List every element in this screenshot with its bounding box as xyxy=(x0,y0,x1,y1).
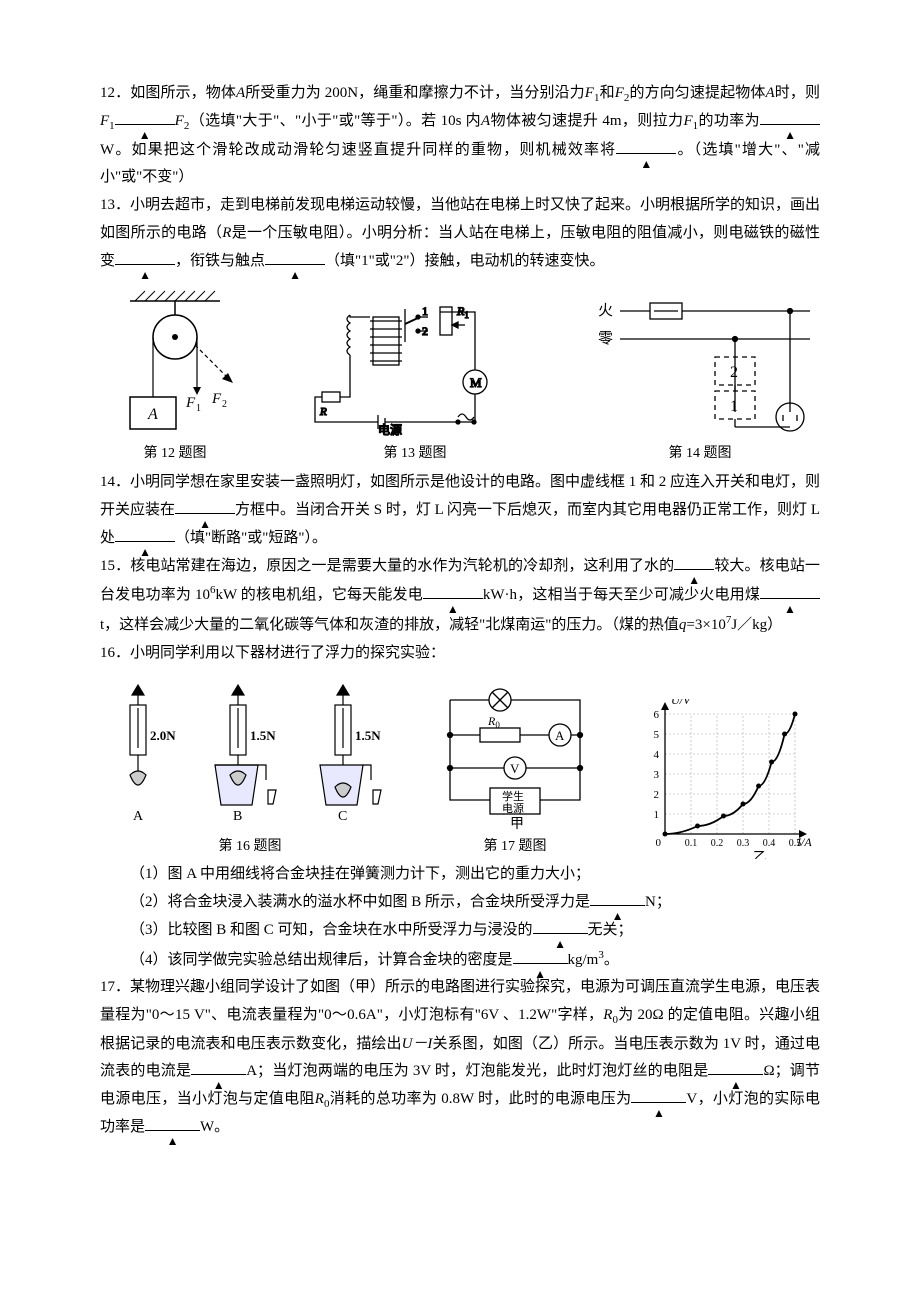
blank xyxy=(590,905,645,906)
q16-sub1: （1）图 A 中用细线将合金块挂在弹簧测力计下，测出它的重力大小； xyxy=(100,861,820,889)
svg-text:F: F xyxy=(185,395,196,411)
q17-paragraph: 17．某物理兴趣小组同学设计了如图（甲）所示的电路图进行实验探究，电源为可调压直… xyxy=(100,974,820,1142)
figure-12-caption: 第 12 题图 xyxy=(144,441,207,467)
svg-text:5: 5 xyxy=(654,729,660,741)
figure-16-caption: 第 16 题图 xyxy=(219,834,282,860)
svg-text:B: B xyxy=(233,809,242,824)
blank xyxy=(708,1074,763,1075)
svg-text:A: A xyxy=(555,728,565,743)
q12-paragraph: 12．如图所示，物体A所受重力为 200N，绳重和摩擦力不计，当分别沿力F1和F… xyxy=(100,80,820,192)
svg-text:学生: 学生 xyxy=(502,789,524,803)
svg-text:1: 1 xyxy=(196,403,201,414)
blank xyxy=(616,153,676,154)
svg-text:4: 4 xyxy=(654,749,660,761)
svg-text:U/V: U/V xyxy=(671,699,692,707)
svg-text:0.1: 0.1 xyxy=(685,838,698,849)
svg-text:零: 零 xyxy=(598,331,613,347)
svg-text:2: 2 xyxy=(730,364,738,381)
svg-text:0.2: 0.2 xyxy=(711,838,724,849)
blank xyxy=(760,598,820,599)
blank xyxy=(533,933,588,934)
q15-paragraph: 15．核电站常建在海边，原因之一是需要大量的水作为汽轮机的冷却剂，这利用了水的较… xyxy=(100,553,820,640)
blank xyxy=(145,1130,200,1131)
blank xyxy=(631,1102,686,1103)
blank xyxy=(115,541,175,542)
blank xyxy=(191,1074,246,1075)
svg-text:电源: 电源 xyxy=(378,423,402,437)
q16-sub4: （4）该同学做完实验总结出规律后，计算合金块的密度是kg/m3。 xyxy=(100,945,820,975)
svg-text:M: M xyxy=(470,375,482,390)
figure-17-yi: 1234560.10.20.30.40.50U/VI/A乙 xyxy=(630,699,820,859)
svg-text:0.3: 0.3 xyxy=(737,838,750,849)
blank xyxy=(115,124,175,125)
svg-text:3: 3 xyxy=(654,769,660,781)
q16-sub3: （3）比较图 B 和图 C 可知，合金块在水中所受浮力与浸没的无关； xyxy=(100,917,820,945)
svg-text:0.4: 0.4 xyxy=(763,838,776,849)
q16-sub2: （2）将合金块浸入装满水的溢水杯中如图 B 所示，合金块所受浮力是N； xyxy=(100,889,820,917)
figure-13: M R1 1 2 xyxy=(310,287,520,467)
figure-17-jia: R0 A V 学生 电源 甲 第 17 题图 xyxy=(430,680,600,860)
svg-text:1: 1 xyxy=(730,398,738,415)
figure-12: A F1 F2 第 12 题图 xyxy=(100,287,250,467)
blank xyxy=(175,513,235,514)
svg-text:2: 2 xyxy=(654,789,660,801)
q13-paragraph: 13．小明去超市，走到电梯前发现电梯运动较慢，当他站在电梯上时又快了起来。小明根… xyxy=(100,192,820,275)
figure-14: 火 零 2 1 xyxy=(580,287,820,467)
figure-13-caption: 第 13 题图 xyxy=(384,441,447,467)
svg-text:0: 0 xyxy=(656,837,662,849)
figure-row-1: A F1 F2 第 12 题图 M xyxy=(100,287,820,467)
svg-text:I/A: I/A xyxy=(796,835,812,849)
svg-text:A: A xyxy=(133,809,144,824)
svg-text:1: 1 xyxy=(654,809,660,821)
svg-text:1: 1 xyxy=(422,304,428,318)
figure-16: 2.0N A 1.5N B xyxy=(100,680,400,860)
svg-text:R1: R1 xyxy=(456,304,469,320)
blank xyxy=(115,264,175,265)
blank xyxy=(760,124,820,125)
svg-text:火: 火 xyxy=(598,303,613,319)
svg-text:F: F xyxy=(211,391,222,407)
figure-17-caption: 第 17 题图 xyxy=(484,834,547,860)
svg-text:2: 2 xyxy=(222,399,227,410)
q16-header: 16．小明同学利用以下器材进行了浮力的探究实验： xyxy=(100,640,820,668)
q14-paragraph: 14．小明同学想在家里安装一盏照明灯，如图所示是他设计的电路。图中虚线框 1 和… xyxy=(100,469,820,552)
svg-text:1.5N: 1.5N xyxy=(355,728,381,743)
svg-text:C: C xyxy=(338,809,347,824)
blank xyxy=(265,264,325,265)
svg-text:A: A xyxy=(147,406,158,423)
blank xyxy=(513,963,568,964)
svg-text:R: R xyxy=(319,406,327,418)
figure-row-2: 2.0N A 1.5N B xyxy=(100,680,820,860)
svg-text:R0: R0 xyxy=(487,714,500,730)
svg-text:甲: 甲 xyxy=(510,817,524,830)
figure-14-caption: 第 14 题图 xyxy=(669,441,732,467)
blank xyxy=(423,598,483,599)
svg-text:电源: 电源 xyxy=(502,801,524,815)
blank xyxy=(674,569,714,570)
svg-text:1.5N: 1.5N xyxy=(250,728,276,743)
svg-text:乙: 乙 xyxy=(753,850,767,859)
svg-text:2.0N: 2.0N xyxy=(150,728,176,743)
svg-text:V: V xyxy=(510,761,520,776)
svg-text:6: 6 xyxy=(654,709,660,721)
